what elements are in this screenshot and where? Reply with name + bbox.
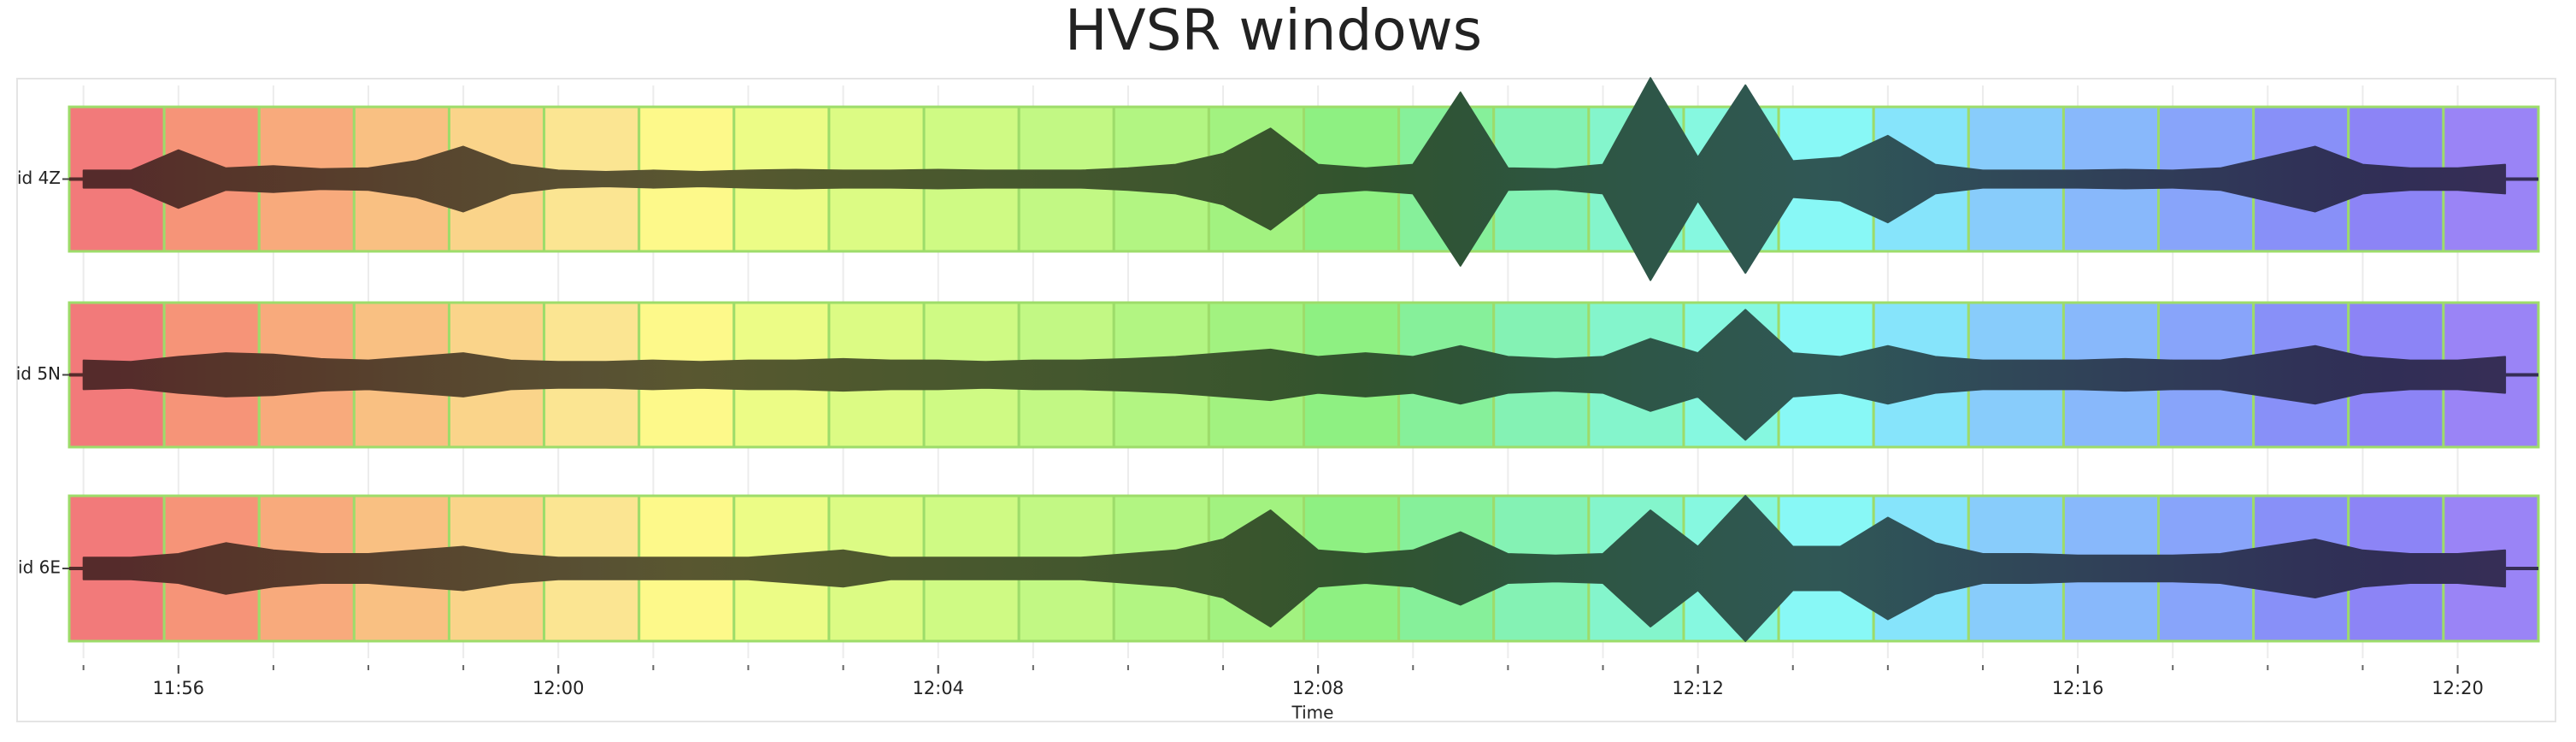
plot-frame: [16, 78, 2556, 722]
x-tick-label: 12:16: [2052, 678, 2104, 698]
trace-envelope: [82, 178, 2507, 281]
x-tick-label: 12:04: [912, 678, 964, 698]
trace-envelope: [82, 568, 2507, 642]
chart-title: HVSR windows: [1065, 0, 1482, 63]
trace-label: id 6E: [18, 557, 61, 578]
trace-envelope: [82, 77, 2507, 180]
trace-label: id 5N: [16, 363, 61, 384]
trace-envelope: [82, 374, 2507, 441]
trace-envelope: [82, 495, 2507, 569]
trace-label: id 4Z: [17, 168, 61, 188]
x-tick-label: 12:08: [1292, 678, 1344, 698]
x-tick-label: 11:56: [153, 678, 205, 698]
x-tick-label: 12:12: [1672, 678, 1724, 698]
x-tick-label: 12:20: [2432, 678, 2484, 698]
x-axis-label: Time: [1291, 703, 1334, 723]
x-tick-label: 12:00: [532, 678, 585, 698]
trace-envelope: [82, 309, 2507, 376]
